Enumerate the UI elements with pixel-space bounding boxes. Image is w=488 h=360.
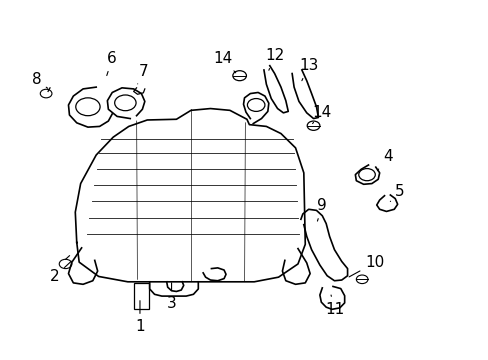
Text: 5: 5	[389, 184, 404, 202]
Text: 2: 2	[50, 261, 71, 284]
Text: 8: 8	[32, 72, 48, 88]
Text: 11: 11	[324, 295, 344, 317]
Text: 6: 6	[106, 51, 117, 76]
Text: 14: 14	[312, 105, 331, 123]
Text: 12: 12	[264, 48, 284, 70]
Text: 14: 14	[213, 51, 235, 73]
Bar	[133, 283, 149, 309]
Text: 10: 10	[348, 255, 384, 277]
Text: 4: 4	[377, 149, 392, 171]
Text: 3: 3	[166, 283, 176, 311]
Text: 1: 1	[135, 301, 144, 334]
Text: 7: 7	[138, 64, 148, 84]
Text: 13: 13	[298, 58, 318, 81]
Text: 9: 9	[317, 198, 326, 221]
